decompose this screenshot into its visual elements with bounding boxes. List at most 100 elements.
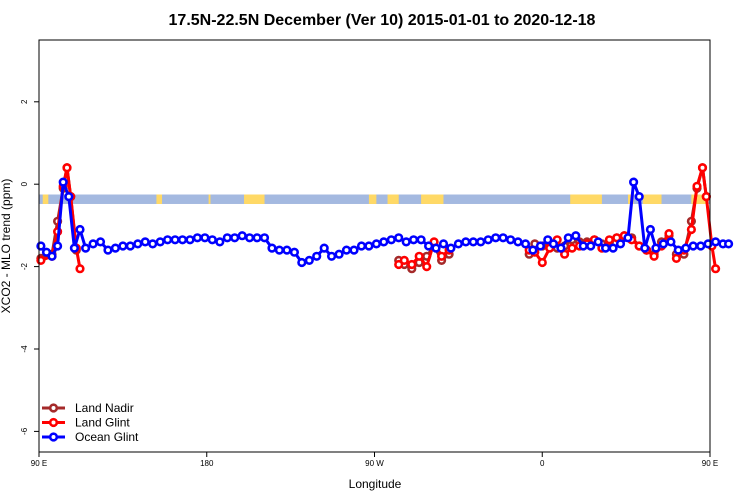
data-point — [658, 239, 669, 249]
data-point — [559, 249, 570, 259]
x-tick-label: 90 E — [702, 459, 718, 468]
data-point — [414, 251, 424, 261]
data-point — [548, 239, 559, 249]
data-point — [520, 239, 531, 249]
data-point — [103, 245, 113, 255]
data-point — [327, 251, 337, 261]
data-point — [666, 237, 676, 247]
data-point — [177, 235, 188, 245]
data-point — [47, 251, 57, 261]
data-point — [604, 235, 615, 245]
legend-item: Land Glint — [42, 416, 130, 430]
y-tick-label: -6 — [20, 427, 29, 435]
data-point — [237, 231, 247, 241]
data-point — [453, 239, 464, 249]
legend-item: Ocean Glint — [42, 430, 139, 444]
data-point — [399, 255, 409, 266]
data-point — [192, 233, 202, 243]
data-point — [671, 253, 682, 263]
land-band-segment — [156, 194, 163, 204]
x-tick-label: 90 W — [365, 459, 384, 468]
data-point — [710, 237, 721, 247]
data-point — [528, 245, 538, 255]
data-point — [230, 233, 240, 243]
y-tick-label: 2 — [20, 99, 29, 104]
data-point — [649, 251, 659, 261]
data-point — [686, 224, 697, 235]
data-point — [133, 239, 143, 249]
data-point — [75, 264, 85, 274]
data-point — [681, 243, 691, 253]
legend-swatch-marker — [48, 417, 59, 428]
data-point — [62, 163, 72, 173]
data-point — [215, 237, 225, 247]
data-point — [513, 237, 523, 247]
data-point — [692, 181, 702, 191]
data-point — [64, 192, 74, 202]
y-axis: 2 0 -2 -4 -6 — [20, 99, 39, 435]
land-band-segment — [642, 194, 662, 204]
data-point — [386, 235, 396, 245]
data-point — [697, 163, 708, 173]
data-point — [634, 192, 644, 202]
x-tick-label: 180 — [200, 459, 214, 468]
data-point — [274, 245, 285, 255]
series-line — [676, 166, 708, 256]
data-point — [304, 255, 314, 266]
data-point — [567, 243, 577, 253]
series-0 — [36, 163, 711, 274]
data-point — [437, 251, 447, 261]
data-point — [371, 239, 382, 249]
legend-label: Land Nadir — [75, 401, 134, 415]
data-point — [95, 237, 106, 247]
y-axis-label: XCO2 - MLO trend (ppm) — [0, 179, 13, 314]
data-point — [543, 235, 553, 245]
data-point — [710, 264, 721, 274]
data-point — [252, 233, 262, 243]
data-point — [600, 243, 611, 253]
data-point — [401, 237, 411, 247]
chart-title: 17.5N-22.5N December (Ver 10) 2015-01-01… — [169, 12, 596, 29]
data-point — [422, 262, 432, 272]
data-point — [723, 239, 734, 249]
surface-band — [39, 194, 710, 204]
land-band-segment — [42, 194, 49, 204]
data-point — [289, 247, 300, 257]
data-point — [185, 235, 195, 245]
y-tick-label: -4 — [20, 345, 29, 353]
legend-label: Land Glint — [75, 416, 130, 430]
data-point — [586, 241, 596, 251]
data-point — [571, 231, 581, 241]
y-tick-label: 0 — [20, 181, 29, 186]
data-point — [498, 233, 508, 243]
data-point — [696, 241, 706, 251]
legend-item: Land Nadir — [42, 401, 134, 415]
data-point — [431, 243, 441, 253]
legend-swatch-marker — [48, 403, 59, 413]
data-point — [80, 243, 91, 253]
data-point — [615, 239, 626, 249]
data-point — [645, 224, 656, 235]
data-point — [379, 237, 389, 247]
data-point — [593, 237, 603, 247]
data-point — [52, 241, 63, 251]
data-point — [364, 241, 374, 251]
data-point — [200, 233, 210, 243]
data-point — [170, 235, 180, 245]
data-point — [563, 233, 573, 243]
data-point — [140, 237, 150, 247]
data-point — [69, 243, 79, 253]
data-point — [297, 257, 307, 268]
data-point — [88, 239, 98, 249]
data-point — [468, 237, 478, 247]
data-point — [556, 243, 566, 253]
data-point — [688, 241, 698, 251]
data-point — [623, 233, 633, 243]
data-point — [58, 177, 68, 187]
data-point — [163, 235, 173, 245]
data-point — [438, 239, 449, 249]
data-point — [207, 235, 217, 245]
data-point — [424, 241, 434, 251]
